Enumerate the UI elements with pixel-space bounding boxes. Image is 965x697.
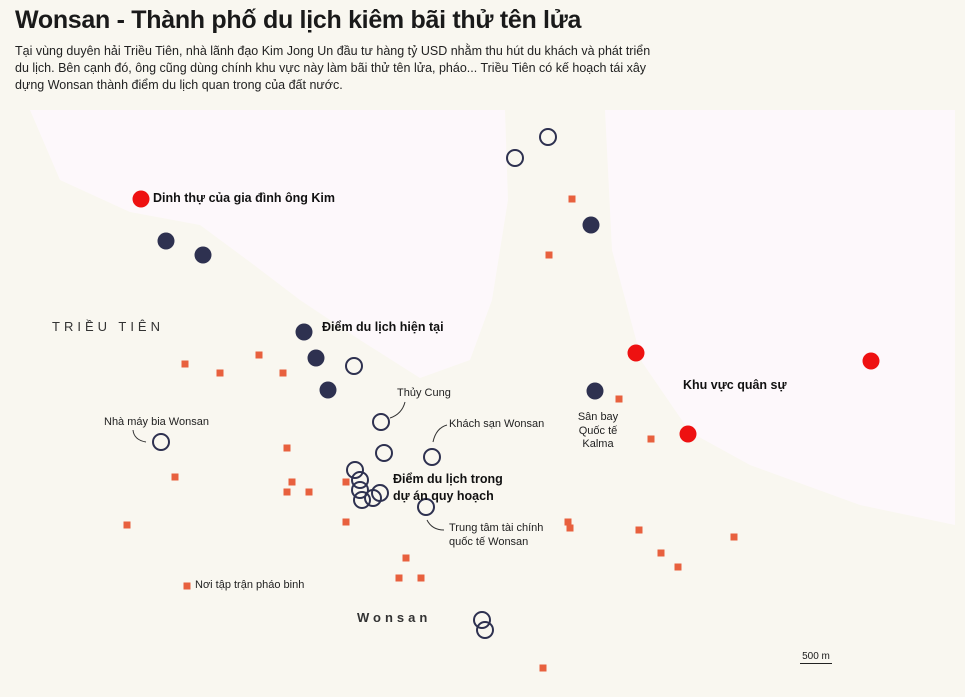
artillery-site-marker: [181, 360, 189, 368]
artillery-site-marker: [283, 444, 291, 452]
page-description: Tại vùng duyên hải Triều Tiên, nhà lãnh …: [15, 44, 651, 92]
artillery-site-marker: [183, 582, 191, 590]
artillery-site-marker: [402, 554, 410, 562]
planned-tourism-marker: [375, 444, 393, 462]
planned-tourism-marker: [346, 461, 364, 479]
hotel-label: Khách sạn Wonsan: [449, 418, 545, 430]
artillery-site-marker: [279, 369, 287, 377]
artillery-site-marker: [615, 395, 623, 403]
sea-polygon: [605, 110, 955, 525]
artillery-site-marker: [545, 251, 553, 259]
military-site-marker: [132, 190, 150, 208]
planned-tourism-marker: [351, 481, 369, 499]
artillery-site-marker: [647, 435, 655, 443]
airport-label-1: Sân bay: [577, 411, 619, 423]
current-tourism-marker: [157, 232, 175, 250]
planned-tourism-marker: [473, 611, 491, 629]
arrow-finance: [426, 519, 445, 531]
artillery-site-marker: [283, 488, 291, 496]
artillery-site-marker: [657, 549, 665, 557]
planned-tourism-label-2: dự án quy hoạch: [393, 489, 494, 503]
planned-tourism-marker: [476, 621, 494, 639]
airport-label-2: Quốc tế: [578, 425, 618, 437]
planned-tourism-label-1: Điểm du lịch trong: [393, 472, 503, 486]
artillery-label: Nơi tập trận pháo binh: [195, 579, 305, 591]
military-site-marker: [862, 352, 880, 370]
planned-tourism-marker: [345, 357, 363, 375]
current-tourism-marker: [295, 323, 313, 341]
artillery-site-marker: [730, 533, 738, 541]
current-tourism-marker: [307, 349, 325, 367]
current-tourism-marker: [194, 246, 212, 264]
planned-tourism-marker: [351, 471, 369, 489]
scale-bar: 500 m: [800, 650, 832, 664]
planned-tourism-marker: [353, 491, 371, 509]
finance-label-1: Trung tâm tài chính: [449, 522, 544, 534]
artillery-site-marker: [255, 351, 263, 359]
planned-tourism-marker: [539, 128, 557, 146]
artillery-site-marker: [395, 574, 403, 582]
artillery-site-marker: [171, 473, 179, 481]
current-tourism-marker: [319, 381, 337, 399]
artillery-site-marker: [305, 488, 313, 496]
artillery-site-marker: [288, 478, 296, 486]
artillery-site-marker: [635, 526, 643, 534]
sea-area: [30, 110, 955, 525]
kim-residence-label: Dinh thự của gia đình ông Kim: [153, 191, 335, 205]
airport-label-3: Kalma: [582, 438, 614, 450]
planned-tourism-marker: [372, 413, 390, 431]
arrow-aquarium: [389, 401, 406, 419]
military-site-marker: [679, 425, 697, 443]
country-label: TRIỀU TIÊN: [52, 319, 164, 334]
arrow-hotel: [432, 424, 448, 443]
planned-tourism-marker: [371, 484, 389, 502]
brewery-label: Nhà máy bia Wonsan: [104, 416, 209, 428]
planned-tourism-marker: [152, 433, 170, 451]
finance-label-2: quốc tế Wonsan: [449, 536, 529, 548]
artillery-site-marker: [417, 574, 425, 582]
current-tourism-label: Điểm du lịch hiện tại: [322, 320, 444, 334]
planned-tourism-marker: [417, 498, 435, 516]
military-site-marker: [627, 344, 645, 362]
sea-polygon: [30, 110, 508, 378]
artillery-site-marker: [674, 563, 682, 571]
artillery-site-marker: [216, 369, 224, 377]
aquarium-label: Thủy Cung: [397, 387, 451, 399]
current-tourism-marker: [586, 382, 604, 400]
artillery-site-marker: [566, 524, 574, 532]
artillery-site-marker: [568, 195, 576, 203]
artillery-site-marker: [123, 521, 131, 529]
artillery-site-marker: [342, 478, 350, 486]
artillery-site-marker: [539, 664, 547, 672]
military-label: Khu vực quân sự: [683, 378, 787, 392]
artillery-site-marker: [564, 518, 572, 526]
arrow-brewery: [132, 429, 147, 443]
planned-tourism-marker: [506, 149, 524, 167]
page-title: Wonsan - Thành phố du lịch kiêm bãi thử …: [15, 6, 582, 34]
annotation-arrows: [132, 401, 448, 531]
artillery-site-marker: [342, 518, 350, 526]
planned-tourism-marker: [423, 448, 441, 466]
city-label: Wonsan: [357, 610, 432, 625]
current-tourism-marker: [582, 216, 600, 234]
